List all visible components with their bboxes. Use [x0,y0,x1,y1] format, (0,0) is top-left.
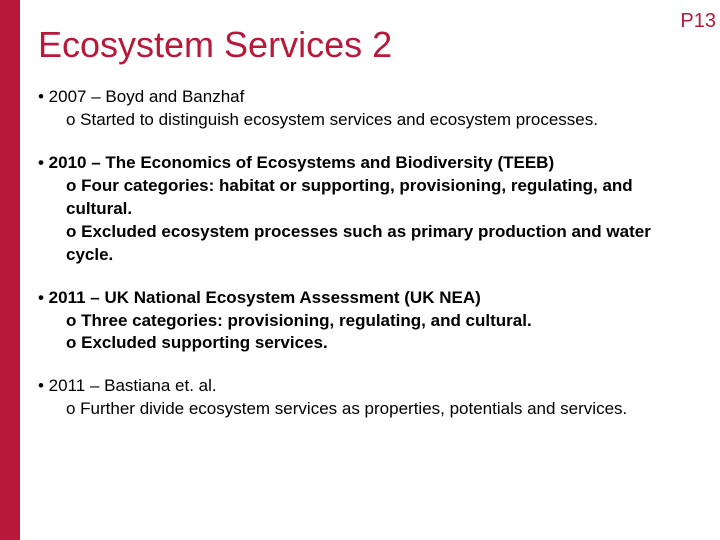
bullet-section: • 2010 – The Economics of Ecosystems and… [38,152,700,267]
accent-sidebar [0,0,20,540]
bullet-section: • 2011 – UK National Ecosystem Assessmen… [38,287,700,356]
page-number: P13 [680,10,716,33]
sub-bullet: o Excluded ecosystem processes such as p… [66,221,700,267]
sub-bullet: o Further divide ecosystem services as p… [66,398,700,421]
bullet-heading: • 2011 – UK National Ecosystem Assessmen… [38,287,700,310]
sub-bullet: o Started to distinguish ecosystem servi… [66,109,700,132]
bullet-sections: • 2007 – Boyd and Banzhafo Started to di… [38,86,700,421]
bullet-section: • 2011 – Bastiana et. al.o Further divid… [38,375,700,421]
slide-content: P13 Ecosystem Services 2 • 2007 – Boyd a… [20,0,720,540]
slide-title: Ecosystem Services 2 [38,24,700,66]
sub-bullet: o Three categories: provisioning, regula… [66,310,700,333]
sub-bullet-list: o Started to distinguish ecosystem servi… [38,109,700,132]
bullet-heading: • 2007 – Boyd and Banzhaf [38,86,700,109]
sub-bullet: o Excluded supporting services. [66,332,700,355]
sub-bullet-list: o Further divide ecosystem services as p… [38,398,700,421]
bullet-heading: • 2011 – Bastiana et. al. [38,375,700,398]
bullet-section: • 2007 – Boyd and Banzhafo Started to di… [38,86,700,132]
sub-bullet-list: o Three categories: provisioning, regula… [38,310,700,356]
bullet-heading: • 2010 – The Economics of Ecosystems and… [38,152,700,175]
sub-bullet: o Four categories: habitat or supporting… [66,175,700,221]
sub-bullet-list: o Four categories: habitat or supporting… [38,175,700,267]
